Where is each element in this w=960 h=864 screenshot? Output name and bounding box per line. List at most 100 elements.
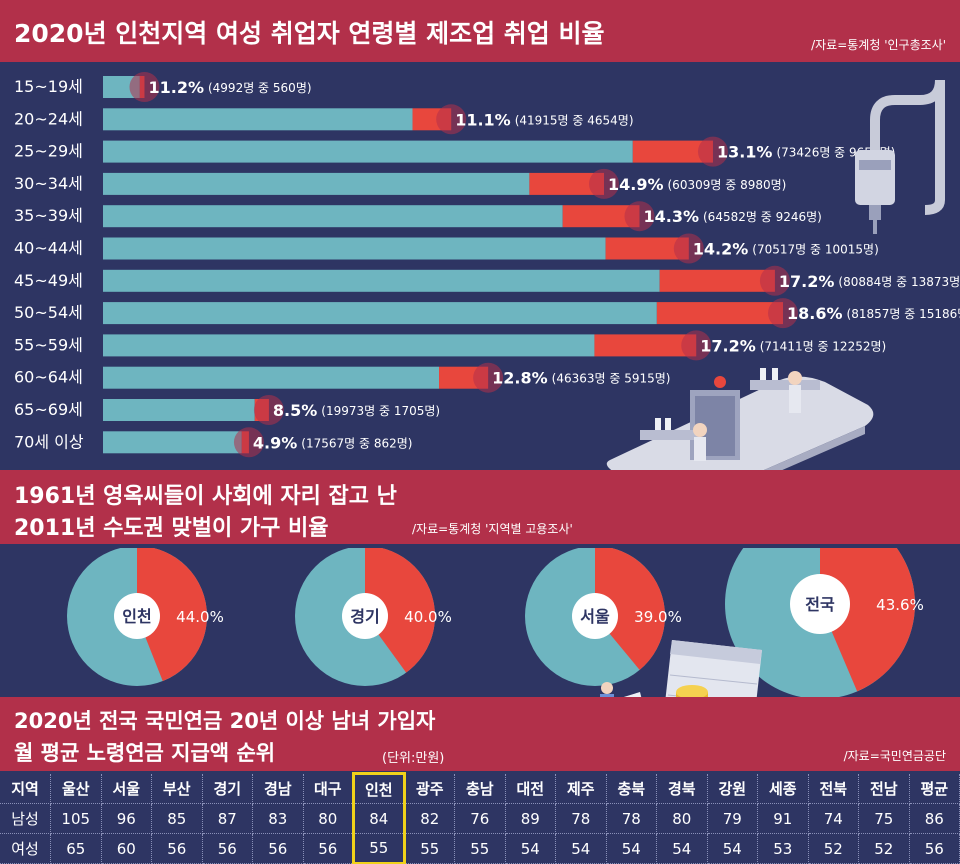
table-cell: 55: [352, 833, 406, 864]
age-label: 70세 이상: [14, 432, 84, 451]
manufacturing-bar: [594, 334, 697, 357]
donut-value-label: 40.0%: [404, 608, 452, 626]
bar-end-marker: [436, 104, 467, 135]
table-cell: 82: [404, 803, 455, 834]
age-label: 60~64세: [14, 368, 83, 387]
donut-slice: [595, 548, 666, 670]
age-label: 55~59세: [14, 335, 83, 354]
table-cell: 105: [50, 803, 102, 834]
table-header-cell: 평균: [909, 773, 960, 804]
percent-label: 17.2%: [779, 272, 835, 291]
table-cell: 80: [656, 803, 708, 834]
age-label: 65~69세: [14, 400, 83, 419]
manufacturing-bar: [659, 269, 775, 292]
table-header-cell: 강원: [707, 773, 758, 804]
percent-label: 13.1%: [717, 143, 773, 162]
table-cell: 56: [909, 833, 960, 864]
table-header-cell: 경북: [656, 773, 708, 804]
bar-end-marker: [624, 201, 655, 232]
total-bar: [103, 366, 440, 389]
percent-label: 17.2%: [700, 336, 756, 355]
age-label: 50~54세: [14, 303, 83, 322]
table-cell: 55: [404, 833, 455, 864]
donut-hole: [342, 593, 388, 639]
bar-end-marker: [129, 72, 160, 102]
detail-label: (71411명 중 12252명): [760, 339, 886, 353]
total-bar: [103, 237, 606, 260]
table-cell: 65: [50, 833, 102, 864]
table-cell: 52: [808, 833, 859, 864]
section3-banner: 2020년 전국 국민연금 20년 이상 남녀 가입자 월 평균 노령연금 지급…: [0, 697, 960, 771]
percent-label: 12.8%: [492, 369, 548, 388]
section3-title-line1: 2020년 전국 국민연금 20년 이상 남녀 가입자: [14, 709, 436, 733]
percent-label: 14.9%: [608, 175, 664, 194]
table-header-cell: 경기: [202, 773, 253, 804]
percent-label: 4.9%: [253, 433, 297, 452]
table-header-cell: 충남: [454, 773, 506, 804]
bar-end-marker: [759, 265, 790, 296]
total-bar: [103, 399, 255, 421]
table-header-cell: 전남: [858, 773, 910, 804]
age-label: 35~39세: [14, 206, 83, 225]
total-bar: [103, 302, 657, 325]
total-bar: [103, 172, 530, 195]
manufacturing-bar: [529, 172, 604, 195]
table-cell: 85: [151, 803, 203, 834]
donut-value-label: 44.0%: [176, 608, 224, 626]
table-header-cell: 충북: [606, 773, 657, 804]
donut-region-label: 인천: [122, 607, 151, 626]
detail-label: (60309명 중 8980명): [668, 178, 787, 192]
section2-banner: 1961년 영옥씨들이 사회에 자리 잡고 난 2011년 수도권 맞벌이 가구…: [0, 470, 960, 544]
detail-label: (70517명 중 10015명): [752, 243, 878, 257]
bar-end-marker: [588, 168, 619, 199]
table-cell: 78: [606, 803, 657, 834]
table-header-cell: 제주: [555, 773, 607, 804]
bar-end-marker: [253, 395, 284, 425]
table-cell: 53: [757, 833, 809, 864]
table-cell: 89: [505, 803, 556, 834]
table-cell: 75: [858, 803, 910, 834]
detail-label: (41915명 중 4654명): [515, 113, 634, 127]
bar-end-marker: [681, 330, 712, 361]
donut-hole: [114, 593, 160, 639]
table-cell: 56: [202, 833, 253, 864]
bar-end-marker: [697, 136, 728, 167]
bar-end-marker: [768, 298, 798, 329]
table-cell: 54: [656, 833, 708, 864]
total-bar: [103, 205, 563, 228]
total-bar: [103, 334, 595, 357]
donut-region-label: 경기: [350, 607, 379, 626]
donut-region-label: 서울: [580, 607, 610, 626]
detail-label: (19973명 중 1705명): [321, 404, 440, 418]
table-cell: 54: [555, 833, 607, 864]
donut-slice: [365, 548, 435, 673]
section1-source: /자료=통계청 '인구총조사': [811, 38, 946, 52]
section2-title-line1: 1961년 영옥씨들이 사회에 자리 잡고 난: [14, 484, 397, 509]
table-header-cell: 경남: [252, 773, 304, 804]
table-header-cell: 지역: [0, 773, 51, 804]
table-header-cell: 인천: [352, 772, 406, 804]
donut-slice: [137, 548, 207, 682]
table-cell: 54: [606, 833, 657, 864]
donut-value-label: 43.6%: [876, 596, 924, 614]
age-label: 40~44세: [14, 239, 83, 258]
percent-label: 14.2%: [693, 240, 749, 259]
table-cell: 87: [202, 803, 253, 834]
table-cell: 56: [151, 833, 203, 864]
table-header-cell: 울산: [50, 773, 102, 804]
bar-end-marker: [473, 362, 504, 393]
age-label: 15~19세: [14, 77, 83, 96]
table-header-cell: 광주: [404, 773, 455, 804]
table-cell: 남성: [0, 803, 51, 834]
bar-end-marker: [233, 427, 264, 458]
percent-label: 8.5%: [273, 401, 317, 420]
detail-label: (46363명 중 5915명): [552, 372, 671, 386]
detail-label: (17567명 중 862명): [301, 436, 412, 450]
table-cell: 86: [909, 803, 960, 834]
donut-slice: [820, 548, 915, 692]
detail-label: (81857명 중 15186명): [847, 307, 960, 321]
detail-label: (64582명 중 9246명): [703, 210, 822, 224]
bar-end-marker: [673, 233, 704, 264]
table-cell: 54: [505, 833, 556, 864]
section1-banner: 2020년 인천지역 여성 취업자 연령별 제조업 취업 비율 /자료=통계청 …: [0, 0, 960, 62]
